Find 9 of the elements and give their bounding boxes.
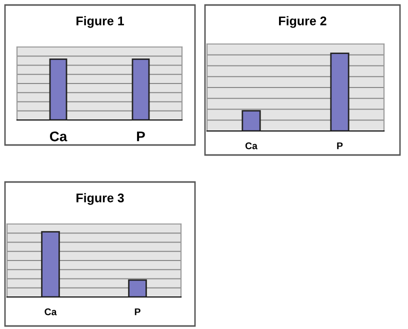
chart-title: Figure 1	[76, 16, 124, 28]
x-tick-label: Ca	[245, 142, 258, 150]
x-tick-label: Ca	[50, 131, 68, 142]
x-tick-label: Ca	[44, 308, 57, 316]
x-tick-label: P	[137, 132, 145, 142]
x-tick-label: P	[134, 308, 140, 316]
chart-title: Figure 2	[279, 16, 326, 28]
x-tick-label: P	[337, 142, 343, 150]
chart-title: Figure 3	[76, 193, 124, 205]
